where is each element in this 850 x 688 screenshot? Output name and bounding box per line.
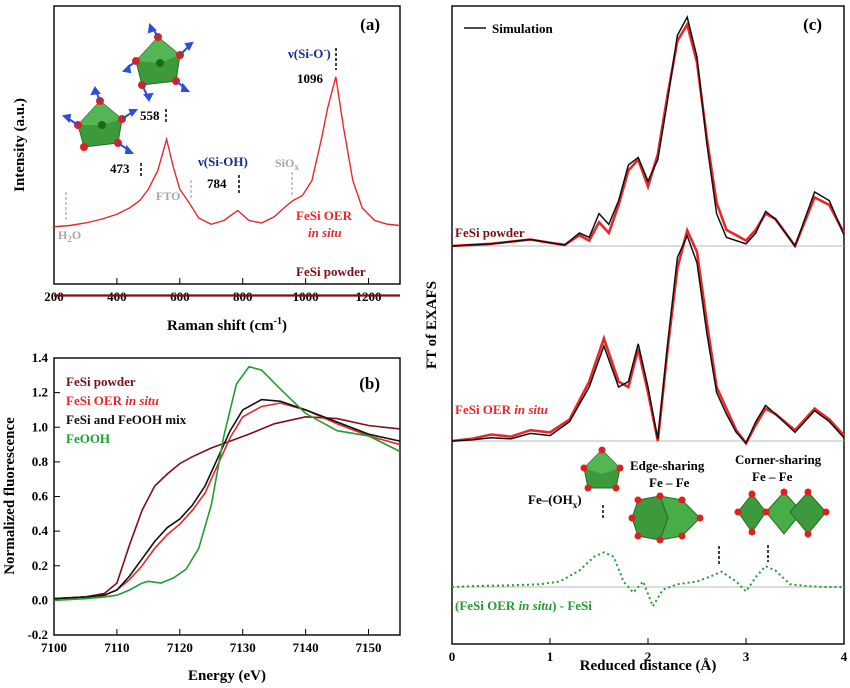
panel-c-frame <box>451 5 845 645</box>
b-legend-item: FeSi OER in situ <box>66 393 159 408</box>
v-sioh-label: ν(Si-OH) <box>197 154 248 169</box>
v-sio-label: ν(Si-O-) <box>287 45 331 61</box>
fe-ohx-label: Fe–(OHx) <box>528 492 582 510</box>
panel-b-xlabel: Energy (eV) <box>188 668 266 684</box>
edge-sharing-octahedra-icon <box>628 492 704 544</box>
fto-label: FTO <box>156 189 180 203</box>
panel-c-ylabel: FT of EXAFS <box>424 281 440 369</box>
b-ytick-label: 0.0 <box>32 592 48 607</box>
c-insitu-label: FeSi OER in situ <box>455 402 548 417</box>
panel-b: 7100 7110 7120 7130 7140 7150 -0.2 0.0 0.2 0.4 0.6… <box>2 350 401 684</box>
panel-a-xlabel: Raman shift (cm-1) <box>167 316 287 334</box>
b-xtick-label: 7150 <box>356 640 382 655</box>
b-ytick-label: 0.2 <box>32 558 48 573</box>
powder-series-label: FeSi powder <box>296 264 366 279</box>
b-ytick-label: 1.4 <box>32 350 49 365</box>
b-xtick-label: 7140 <box>293 640 319 655</box>
panel-a-ylabel: Intensity (a.u.) <box>12 98 28 192</box>
b-ytick-label: 1.0 <box>32 419 48 434</box>
c-xtick-label: 2 <box>645 649 652 664</box>
b-xtick-label: 7130 <box>230 640 256 655</box>
b-xtick-label: 7100 <box>41 640 67 655</box>
panel-a: 200 400 600 800 1000 1200 (a) 473 558 784 109… <box>12 5 401 334</box>
b-xtick-label: 7110 <box>104 640 129 655</box>
panel-b-label: (b) <box>359 374 380 393</box>
panel-b-ylabel: Normalized fluorescence <box>2 417 18 575</box>
c-series-line-2 <box>451 226 845 446</box>
b-ytick-label: 1.2 <box>32 385 48 400</box>
b-xtick-label: 7120 <box>167 640 193 655</box>
edge-sharing-fe-label: Fe – Fe <box>649 475 690 490</box>
panel-a-label: (a) <box>360 15 380 34</box>
panel-c-xlabel: Reduced distance (Å) <box>580 658 717 674</box>
b-series-line-2 <box>53 398 401 600</box>
b-legend-item: FeOOH <box>66 431 110 446</box>
b-legend-item: FeSi and FeOOH mix <box>66 412 187 427</box>
b-ytick-label: 0.4 <box>32 523 49 538</box>
feohx-octahedron-icon <box>580 446 624 492</box>
panel-c: 0 1 2 3 4 (c) Simulation FeSi powder FeSi OE… <box>424 5 848 674</box>
h2o-label: H2O <box>58 228 81 244</box>
edge-sharing-label: Edge-sharing <box>630 458 705 473</box>
c-series-line-0 <box>451 21 846 249</box>
c-xtick-label: 0 <box>449 649 456 664</box>
c-xtick-label: 1 <box>547 649 554 664</box>
b-ytick-label: 0.8 <box>32 454 49 469</box>
c-difference-label: (FeSi OER in situ) - FeSi <box>455 598 592 613</box>
legend-simulation-label: Simulation <box>492 21 553 36</box>
b-series-line-3 <box>53 365 401 602</box>
octahedron-structure-icon-2 <box>121 22 194 102</box>
b-ytick-label: -0.2 <box>27 627 48 642</box>
corner-sharing-octahedra-icon <box>734 488 830 538</box>
c-series-line-4 <box>451 551 844 609</box>
c-xtick-label: 4 <box>841 649 848 664</box>
peak-1096-label: 1096 <box>297 71 324 86</box>
panel-c-label: (c) <box>803 15 822 34</box>
peak-558-label: 558 <box>140 108 160 123</box>
b-legend-item: FeSi powder <box>66 374 136 389</box>
insitu-series-label-2: in situ <box>308 225 342 240</box>
octahedron-structure-icon-1 <box>61 86 139 154</box>
corner-sharing-label: Corner-sharing <box>735 452 822 467</box>
corner-sharing-fe-label: Fe – Fe <box>752 469 793 484</box>
peak-784-label: 784 <box>207 176 227 191</box>
panel-a-frame <box>53 5 401 285</box>
insitu-series-label-1: FeSi OER <box>296 208 353 223</box>
c-series-line-3 <box>451 233 845 445</box>
a-series-line-0 <box>53 76 401 228</box>
peak-473-label: 473 <box>110 161 130 176</box>
c-xtick-label: 3 <box>743 649 750 664</box>
siox-label: SiOx <box>275 156 299 172</box>
b-ytick-label: 0.6 <box>32 489 49 504</box>
c-series-line-1 <box>451 14 845 248</box>
c-powder-label: FeSi powder <box>455 225 525 240</box>
